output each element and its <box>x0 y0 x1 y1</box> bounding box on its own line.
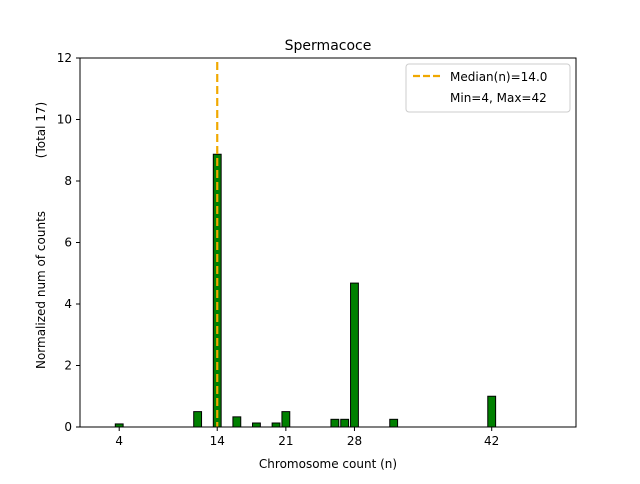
y-tick-label: 2 <box>64 359 72 373</box>
y-axis-label: Normalized num of counts <box>34 211 48 369</box>
y-tick-label: 8 <box>64 174 72 188</box>
chart-title: Spermacoce <box>285 38 372 54</box>
y-axis-total-note: (Total 17) <box>34 102 48 158</box>
bar-32 <box>389 418 399 428</box>
y-tick-label: 6 <box>64 236 72 250</box>
bar-16 <box>232 416 242 428</box>
y-tick-label: 10 <box>57 113 72 127</box>
x-tick-label: 21 <box>278 434 293 448</box>
bar-27 <box>340 418 350 428</box>
legend: Median(n)=14.0 Min=4, Max=42 <box>405 63 571 113</box>
x-tick-label: 14 <box>210 434 225 448</box>
y-tick-label: 12 <box>57 51 72 65</box>
x-tick-label: 4 <box>115 434 123 448</box>
bar-20 <box>271 422 281 428</box>
bar-28 <box>350 282 359 428</box>
bar-21 <box>281 411 291 428</box>
y-tick-label: 4 <box>64 297 72 311</box>
legend-box <box>405 63 571 113</box>
bar-18 <box>252 422 261 428</box>
legend-minmax-label: Min=4, Max=42 <box>450 91 547 105</box>
plot-frame <box>79 57 577 428</box>
x-tick-label: 42 <box>484 434 499 448</box>
y-tick-label: 0 <box>64 420 72 434</box>
legend-median-label: Median(n)=14.0 <box>450 70 547 84</box>
x-tick-label: 28 <box>347 434 362 448</box>
bar-12 <box>193 411 203 428</box>
bar-26 <box>330 418 340 428</box>
x-axis-label: Chromosome count (n) <box>259 457 397 471</box>
bar-42 <box>487 395 497 428</box>
